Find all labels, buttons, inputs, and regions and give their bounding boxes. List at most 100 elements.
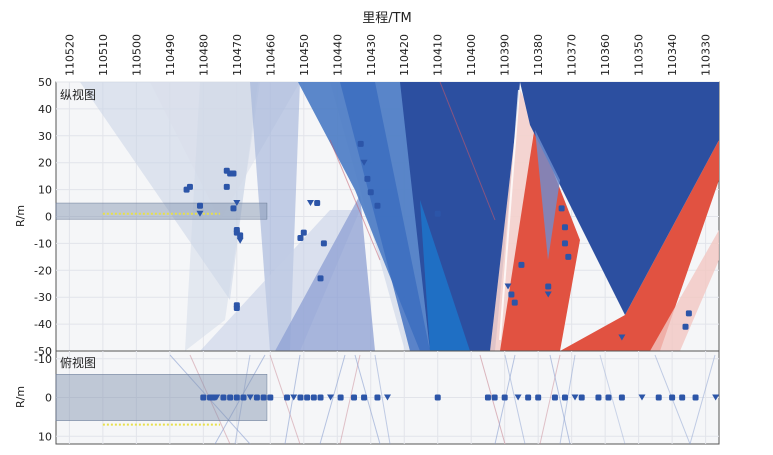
data-point: [213, 394, 221, 401]
x-tick-label: 110350: [633, 34, 646, 76]
fan-red-1: [490, 90, 535, 351]
data-point: [682, 323, 689, 330]
data-point: [310, 394, 317, 401]
data-point: [491, 394, 498, 401]
x-tick-label: 110380: [532, 34, 545, 76]
x-tick-label: 110340: [666, 34, 679, 76]
data-point: [551, 394, 558, 401]
data-point: [227, 394, 234, 401]
data-point: [558, 205, 565, 212]
data-point: [337, 394, 344, 401]
data-point: [561, 240, 568, 247]
x-tick-label: 110390: [499, 34, 512, 76]
data-point: [196, 210, 204, 217]
x-tick-label: 110500: [130, 34, 143, 76]
data-point: [237, 232, 244, 239]
data-point: [434, 394, 441, 401]
fan-red-2: [500, 125, 580, 351]
y-tick-label: -50: [34, 345, 52, 358]
data-point: [618, 334, 626, 341]
x-tick-label: 110330: [700, 34, 713, 76]
fan-light-3: [185, 82, 260, 351]
data-point: [260, 394, 267, 401]
data-point: [484, 394, 491, 401]
data-point: [233, 304, 240, 311]
data-point: [384, 394, 391, 401]
data-point: [236, 237, 244, 244]
fan-red-4: [650, 230, 719, 351]
y-label-top: R/m: [14, 205, 27, 227]
data-point: [374, 202, 381, 209]
x-tick-label: 110440: [331, 34, 344, 76]
y-tick-label: -30: [34, 291, 52, 304]
y-tick-label: -10: [34, 237, 52, 250]
data-point: [196, 202, 203, 209]
data-point: [360, 159, 368, 166]
data-point: [434, 210, 441, 217]
data-point: [230, 170, 237, 177]
data-point: [595, 394, 602, 401]
data-point: [304, 394, 311, 401]
y-tick-label: 10: [38, 430, 52, 443]
data-point: [565, 253, 572, 260]
y-tick-label: -40: [34, 318, 52, 331]
data-point: [578, 394, 585, 401]
panel-top-view: 俯视图 -10 0 10 R/m: [14, 350, 720, 445]
data-point: [504, 283, 512, 290]
data-point: [200, 394, 207, 401]
data-point: [320, 240, 327, 247]
data-point: [267, 394, 274, 401]
data-point: [233, 394, 240, 401]
thin-line-3: [499, 89, 520, 341]
data-point: [508, 291, 515, 298]
y-label-bottom: R/m: [14, 386, 27, 408]
points-top: [183, 140, 692, 341]
thin-line-1: [439, 82, 496, 221]
data-point: [525, 394, 532, 401]
y-ticks-bottom: -10 0 10: [34, 353, 52, 444]
x-tick-label: 110470: [231, 34, 244, 76]
data-point: [374, 394, 381, 401]
fan-red-3: [560, 140, 719, 351]
data-point: [685, 310, 692, 317]
data-point: [544, 291, 552, 298]
data-point: [306, 200, 314, 207]
data-point: [290, 394, 298, 401]
points-bottom: [200, 394, 720, 401]
y-tick-label: -20: [34, 264, 52, 277]
data-point: [511, 299, 518, 306]
data-point: [618, 394, 625, 401]
data-point: [317, 275, 324, 282]
y-tick-label: 10: [38, 184, 52, 197]
band-top: [55, 202, 268, 220]
data-point: [246, 394, 254, 401]
y-tick-label: 40: [38, 103, 52, 116]
data-point: [284, 394, 291, 401]
data-point: [638, 394, 646, 401]
fan-light-5: [200, 210, 360, 351]
fan-dark-2: [420, 200, 470, 351]
data-point: [327, 394, 335, 401]
data-point: [561, 394, 568, 401]
data-point: [561, 224, 568, 231]
data-point: [230, 205, 237, 212]
data-point: [364, 175, 371, 182]
x-tick-label: 110400: [465, 34, 478, 76]
data-point: [535, 394, 542, 401]
data-point: [253, 394, 260, 401]
data-point: [220, 394, 227, 401]
x-tick-label: 110430: [365, 34, 378, 76]
y-tick-label: 0: [45, 392, 52, 405]
data-point: [692, 394, 699, 401]
panel-label-top: 纵视图: [60, 87, 96, 102]
x-tick-labels: 110520 110510 110500 110490 110480 110470 1104…: [63, 34, 712, 76]
y-tick-label: 20: [38, 157, 52, 170]
x-tick-label: 110360: [599, 34, 612, 76]
data-point: [314, 200, 321, 207]
data-point: [712, 394, 720, 401]
data-point: [300, 229, 307, 236]
x-tick-label: 110370: [566, 34, 579, 76]
data-point: [669, 394, 676, 401]
panel-longitudinal: 纵视图 50 40 30 20 10 0 -10 -20 -30 -40 -50 R/m: [14, 76, 720, 358]
